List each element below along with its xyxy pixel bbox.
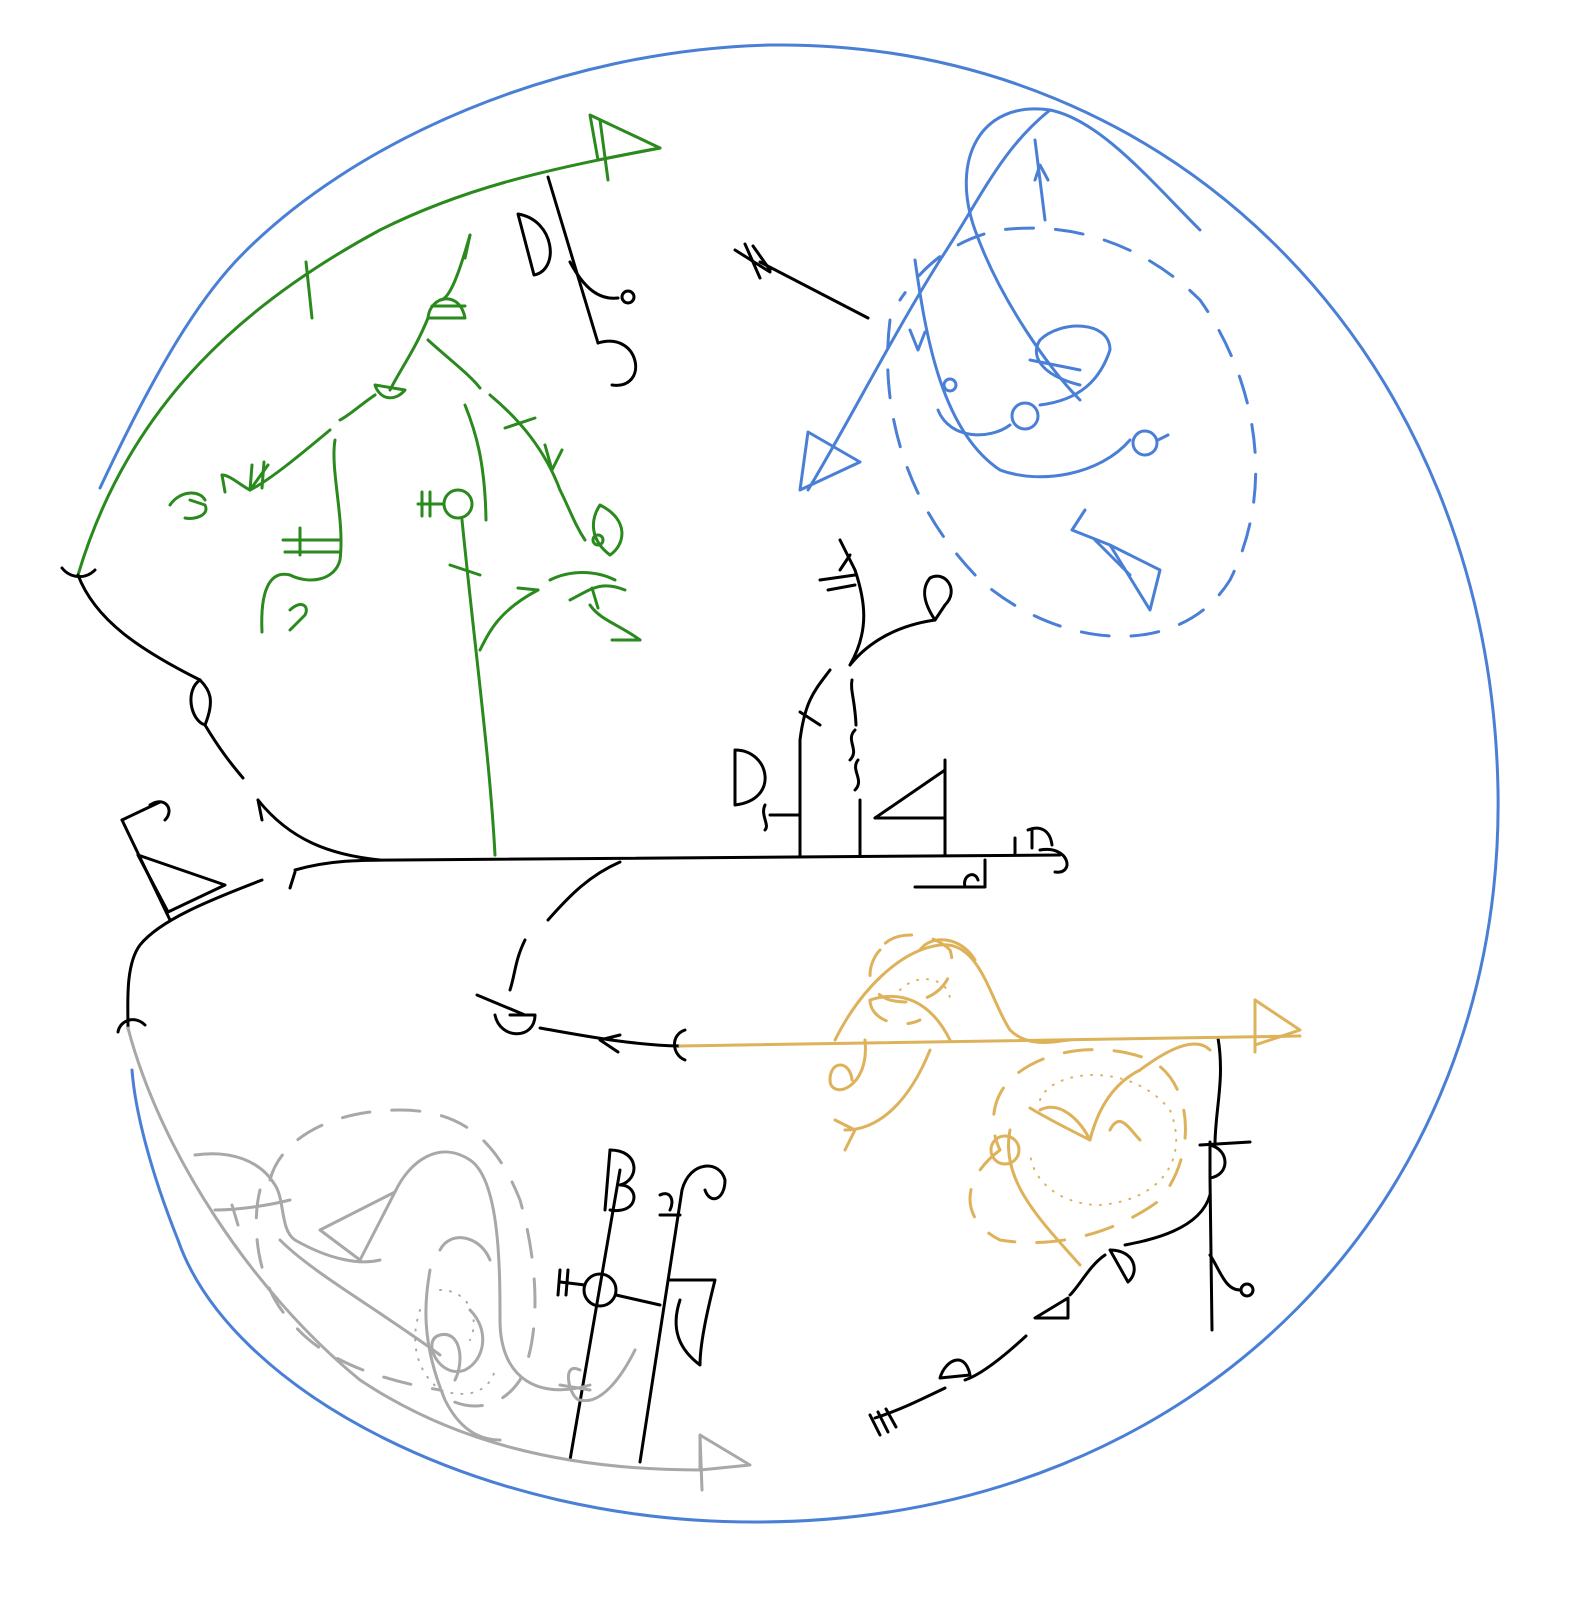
blue-dashed-loop (886, 226, 1258, 638)
green-small-arrow (373, 383, 407, 400)
gray-arrow-head (698, 1433, 752, 1472)
blue-branch (798, 107, 1202, 612)
gold-dotted (899, 978, 1178, 1206)
green-arrow-head (588, 113, 662, 162)
blue-triangle-right (1108, 543, 1162, 612)
black-circle-stem (493, 1013, 537, 1036)
gold-branch (678, 938, 1302, 1267)
gold-dashed (868, 933, 1187, 1245)
gray-branch (126, 1026, 752, 1492)
black-small-half-circle (1108, 1248, 1136, 1284)
gray-dashed (254, 1108, 537, 1408)
outer-boundary (98, 43, 1500, 1524)
black-half-circle-top (516, 212, 552, 277)
black-small-half-circle-low (938, 1358, 972, 1380)
black-small-triangle (1033, 1296, 1070, 1320)
green-half-circle (426, 297, 467, 320)
gold-arrow-head (1253, 998, 1302, 1047)
gray-triangle (318, 1190, 397, 1262)
black-trunk (60, 175, 1255, 1464)
black-triangle-left (136, 853, 227, 914)
blue-triangle-left (798, 430, 862, 492)
black-triangle-flag (873, 768, 947, 820)
green-branch (76, 113, 662, 857)
